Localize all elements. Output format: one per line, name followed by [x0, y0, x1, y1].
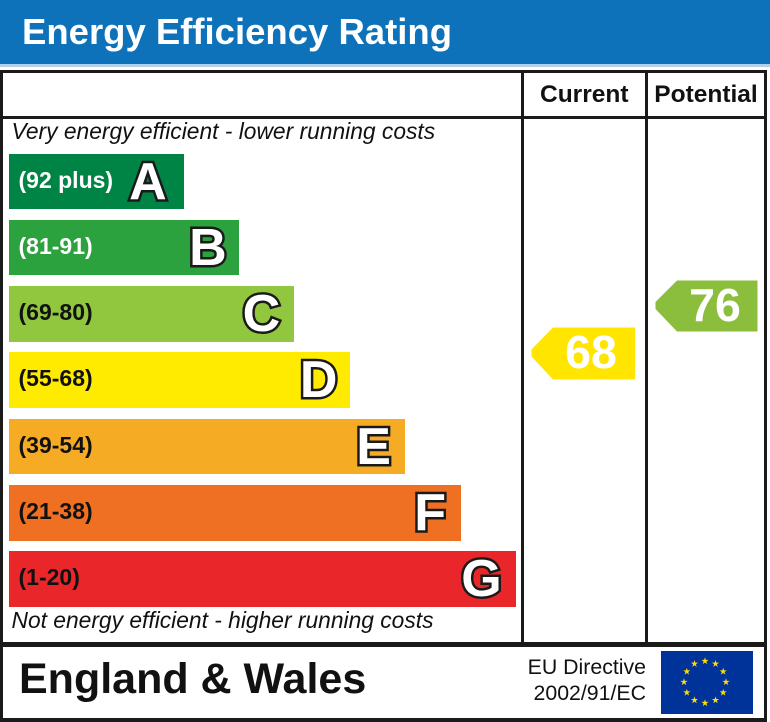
svg-text:C: C: [242, 286, 280, 342]
svg-text:A: A: [129, 154, 167, 210]
svg-text:G: G: [461, 551, 501, 607]
svg-text:D: D: [299, 352, 337, 408]
svg-text:68: 68: [565, 327, 617, 378]
svg-text:76: 76: [689, 280, 741, 331]
svg-text:E: E: [356, 419, 391, 475]
svg-text:F: F: [414, 485, 446, 541]
svg-text:B: B: [189, 220, 227, 276]
